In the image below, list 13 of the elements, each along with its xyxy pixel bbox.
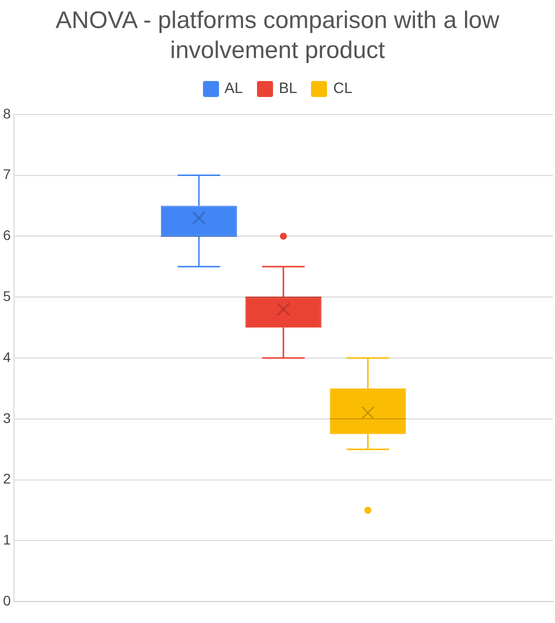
- y-tick-label: 5: [2, 288, 11, 304]
- y-tick-label: 4: [2, 348, 11, 365]
- y-tick-label: 8: [2, 105, 11, 122]
- y-tick-label: 0: [2, 592, 11, 608]
- y-tick-label: 6: [2, 227, 11, 244]
- legend-label: CL: [333, 80, 352, 97]
- legend-label: BL: [278, 80, 298, 97]
- chart-title: ANOVA - platforms comparison with a low involvement product: [54, 6, 500, 66]
- y-tick-label: 3: [2, 410, 11, 426]
- y-tick-label: 7: [2, 166, 11, 182]
- y-tick-label: 1: [2, 532, 11, 548]
- y-tick-label: 2: [2, 470, 11, 487]
- legend-label: AL: [224, 80, 243, 97]
